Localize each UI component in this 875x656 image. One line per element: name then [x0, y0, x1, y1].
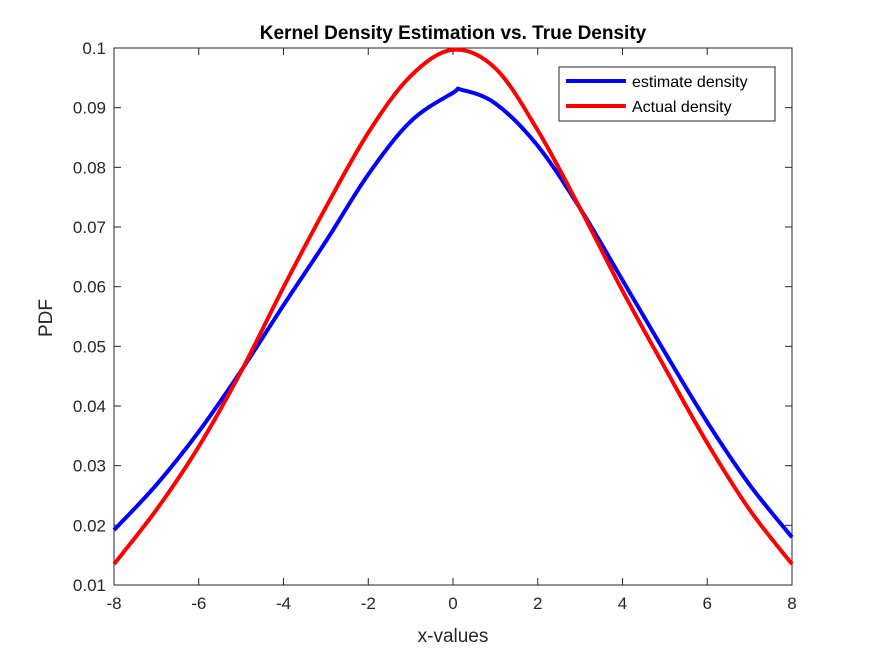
x-tick-label: 6 — [703, 594, 712, 613]
legend: estimate density Actual density — [558, 66, 776, 122]
y-tick-label: 0.08 — [73, 158, 106, 177]
y-tick-label: 0.06 — [73, 278, 106, 297]
x-tick-label: -4 — [276, 594, 291, 613]
x-tick-label: -6 — [191, 594, 206, 613]
axes-box — [113, 47, 793, 586]
y-tick-label: 0.04 — [73, 397, 106, 416]
y-tick-label: 0.09 — [73, 99, 106, 118]
y-tick-label: 0.1 — [82, 39, 106, 58]
y-tick-label: 0.01 — [73, 576, 106, 595]
plot-lines — [112, 47, 794, 566]
y-tick-label: 0.03 — [73, 457, 106, 476]
x-tick-labels: -8 -6 -4 -2 0 2 4 6 8 — [106, 594, 796, 613]
y-tick-label: 0.07 — [73, 218, 106, 237]
x-tick-label: -8 — [106, 594, 121, 613]
x-tick-label: 4 — [618, 594, 627, 613]
actual-density-line — [112, 47, 794, 566]
y-tick-label: 0.02 — [73, 516, 106, 535]
x-axis-label: x-values — [418, 626, 489, 647]
x-tick-label: 2 — [533, 594, 542, 613]
legend-box — [558, 66, 776, 122]
y-tick-labels: 0.01 0.02 0.03 0.04 0.05 0.06 0.07 0.08 0.09 0.1 — [73, 39, 106, 595]
x-tick-label: 8 — [787, 594, 796, 613]
y-axis-label: PDF — [36, 299, 57, 337]
legend-label-actual: Actual density — [632, 99, 732, 116]
x-tick-label: -2 — [361, 594, 376, 613]
x-tick-label: 0 — [448, 594, 457, 613]
legend-label-estimate: estimate density — [632, 74, 748, 91]
chart-title: Kernel Density Estimation vs. True Densi… — [260, 23, 647, 44]
y-tick-label: 0.05 — [73, 337, 106, 356]
